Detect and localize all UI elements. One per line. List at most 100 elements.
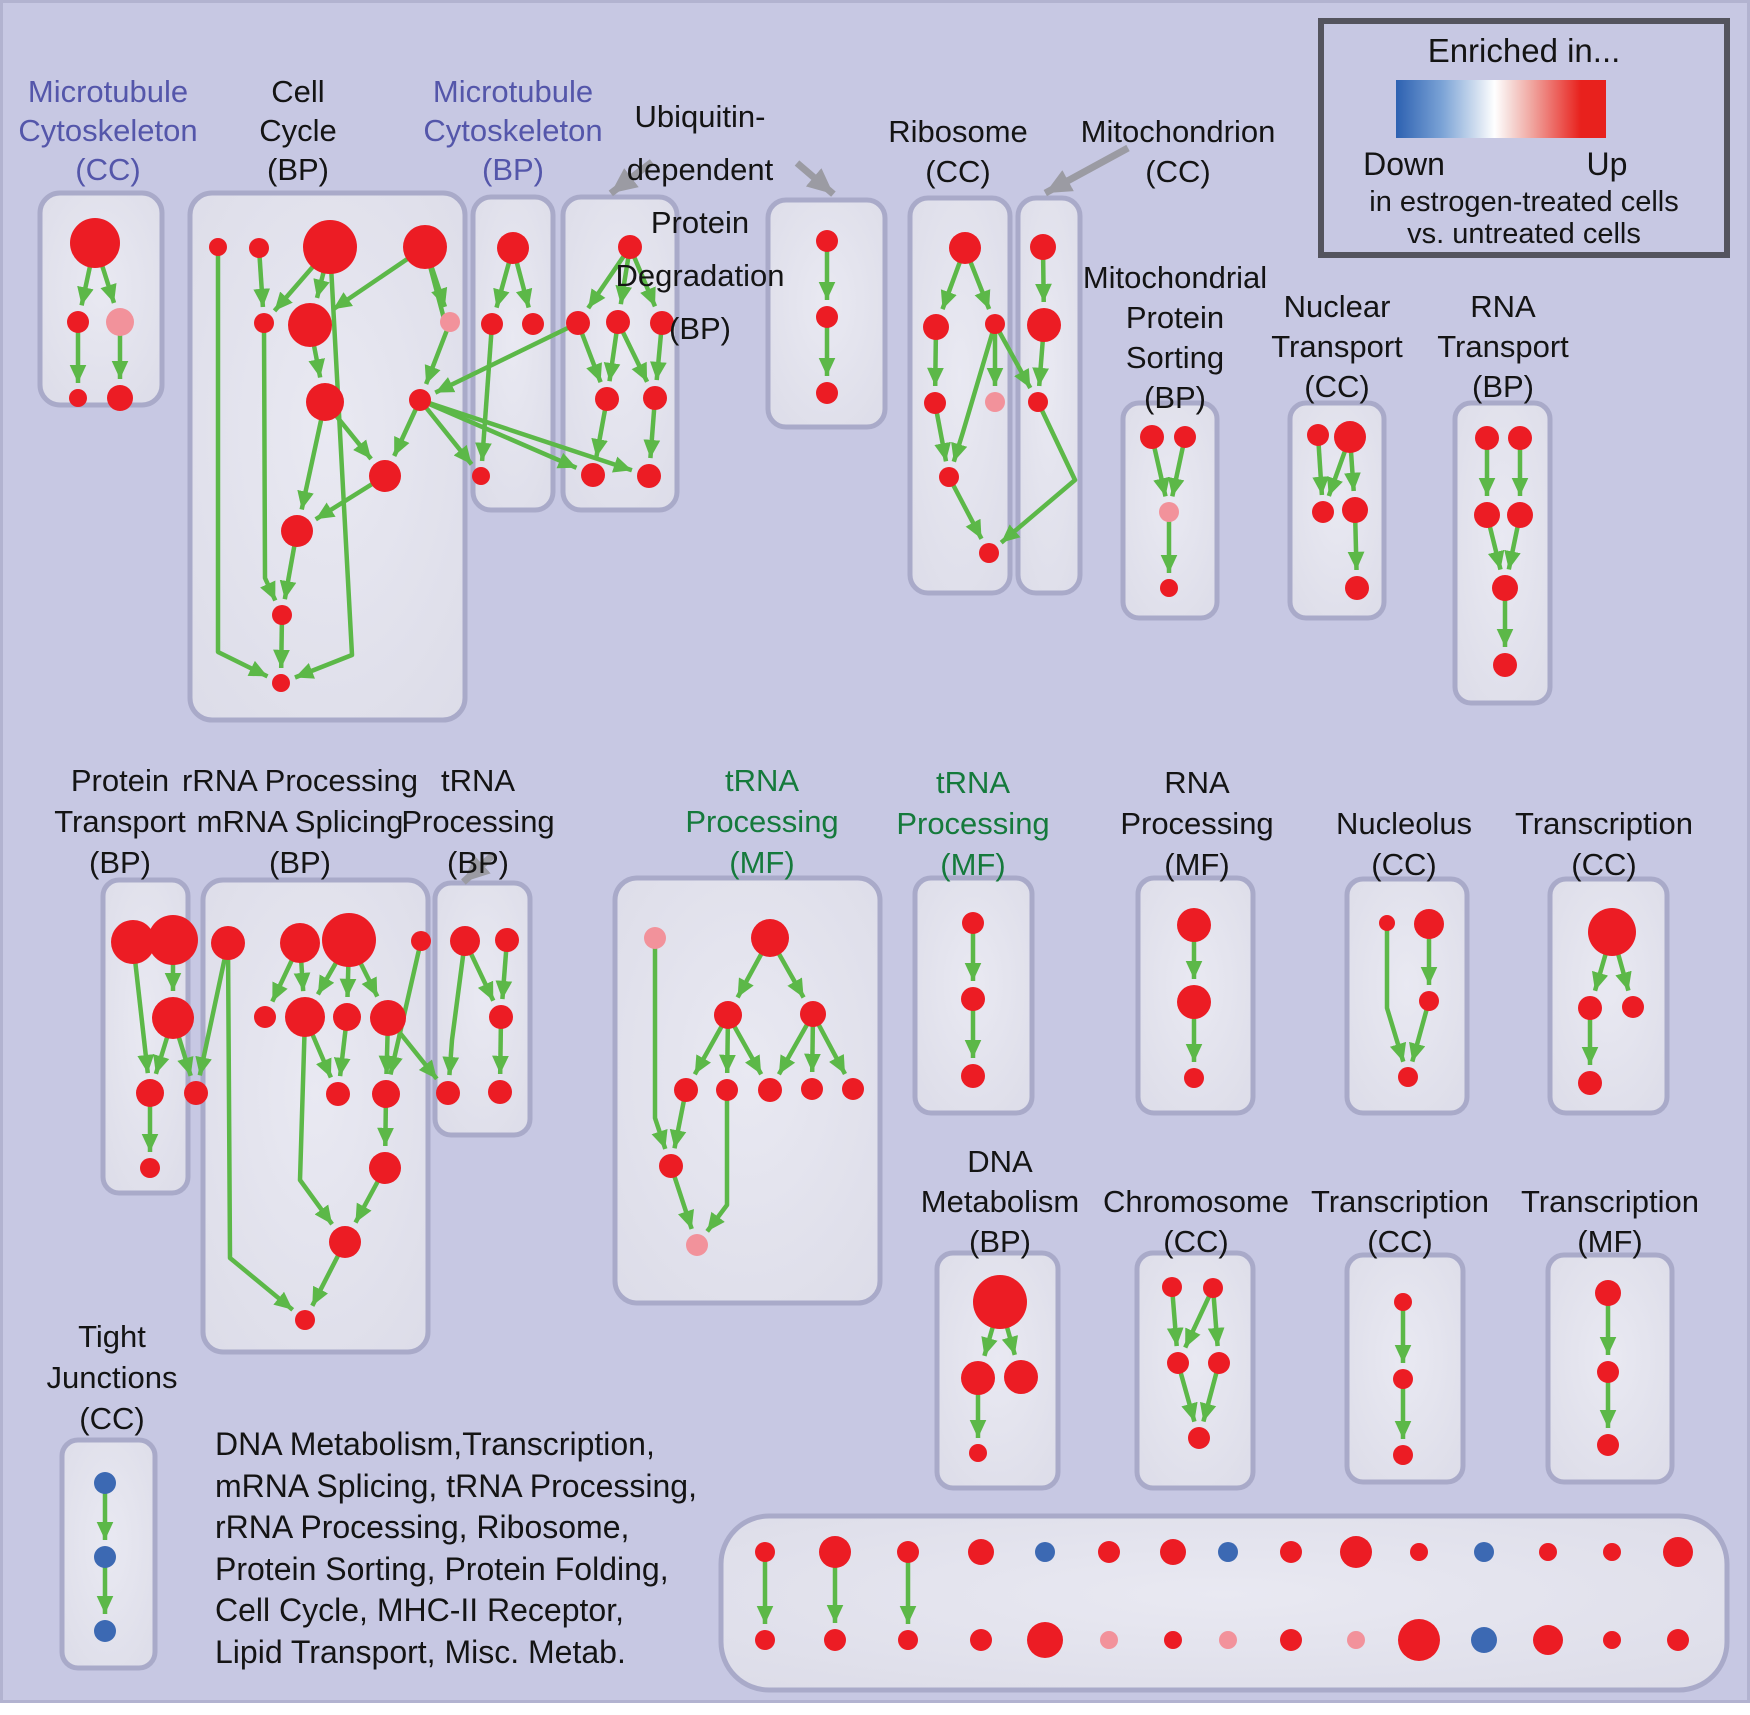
node-transcription-mf-1 — [1597, 1361, 1619, 1383]
node-mito-sorting-1 — [1174, 426, 1196, 448]
cluster-label-rna-transport: RNA Transport (BP) — [1437, 287, 1569, 407]
misc-annotation-text: DNA Metabolism,Transcription, mRNA Splic… — [215, 1424, 697, 1673]
legend-box: Enriched in... Down Up in estrogen-treat… — [1318, 18, 1730, 258]
misc-text-line: rRNA Processing, Ribosome, — [215, 1509, 630, 1545]
cluster-label-chromosome: Chromosome (CC) — [1103, 1182, 1289, 1262]
node-tight-junctions-0 — [94, 1472, 116, 1494]
node-microtubule-bp-1 — [481, 313, 503, 335]
node-trna-mf-big-1 — [751, 919, 789, 957]
edge-arrow — [260, 322, 278, 602]
node-ubiquitin-a-7 — [637, 464, 661, 488]
cluster-label-line: Protein — [650, 205, 750, 240]
cluster-label-line: (BP) — [269, 845, 331, 880]
node-mito-sorting-2 — [1159, 502, 1179, 522]
cluster-label-line: dependent — [626, 152, 774, 187]
node-misc-enriched-20 — [1100, 1631, 1118, 1649]
node-ubiquitin-b-0 — [816, 230, 838, 252]
node-misc-enriched-13 — [1603, 1543, 1621, 1561]
node-trna-mf-big-5 — [716, 1079, 738, 1101]
node-mitochondrion-cc-1 — [1027, 308, 1061, 342]
legend-up-label: Up — [1586, 146, 1628, 182]
edge-arrow — [794, 160, 836, 197]
node-trna-bp-0 — [450, 926, 480, 956]
cluster-label-line: Transport — [54, 804, 186, 839]
cluster-label-protein-transport: Protein Transport (BP) — [54, 760, 186, 883]
cluster-box-transcription-cc-mid — [1547, 876, 1670, 1116]
node-misc-enriched-27 — [1533, 1625, 1563, 1655]
cluster-label-transcription-mf: Transcription (MF) — [1521, 1182, 1699, 1262]
cluster-label-line: rRNA Processing — [181, 763, 419, 798]
node-mito-sorting-3 — [1160, 579, 1178, 597]
node-nucleolus-3 — [1398, 1067, 1418, 1087]
node-trna-bp-3 — [436, 1081, 460, 1105]
misc-text-line: Cell Cycle, MHC-II Receptor, — [215, 1592, 624, 1628]
node-trna-mf-big-10 — [686, 1234, 708, 1256]
node-rna-transport-1 — [1508, 426, 1532, 450]
legend-subtitle-line1: in estrogen-treated cells — [1369, 186, 1679, 218]
cluster-label-line: Protein — [70, 763, 170, 798]
node-protein-transport-1 — [148, 915, 198, 965]
edge-arrow — [999, 401, 1078, 545]
node-dna-metabolism-3 — [969, 1444, 987, 1462]
node-misc-enriched-7 — [1218, 1542, 1238, 1562]
cluster-label-line: (CC) — [1304, 369, 1370, 404]
node-misc-enriched-4 — [1035, 1542, 1055, 1562]
node-trna-mf-big-8 — [842, 1078, 864, 1100]
node-rna-processing-mf-1 — [1177, 985, 1211, 1019]
node-microtubule-bp-0 — [497, 232, 529, 264]
node-cell-cycle-12 — [272, 674, 290, 692]
node-cell-cycle-7 — [306, 383, 344, 421]
cluster-label-line: Transcription — [1310, 1184, 1490, 1219]
node-nucleolus-1 — [1414, 909, 1444, 939]
node-rrna-processing-11 — [329, 1226, 361, 1258]
node-misc-enriched-10 — [1410, 1543, 1428, 1561]
node-ubiquitin-a-2 — [606, 310, 630, 334]
cluster-label-line: (BP) — [669, 311, 731, 346]
node-microtubule-cc-4 — [107, 385, 133, 411]
node-ribosome-cc-1 — [923, 314, 949, 340]
edge-arrow — [419, 397, 578, 470]
edge-arrow — [294, 246, 355, 680]
cluster-label-line: Ribosome — [888, 114, 1028, 149]
legend-title: Enriched in... — [1427, 32, 1621, 69]
node-dna-metabolism-2 — [1004, 1360, 1038, 1394]
cluster-box-chromosome — [1134, 1250, 1256, 1491]
cluster-label-line: (BP) — [88, 845, 151, 880]
cluster-label-line: (MF) — [1164, 847, 1230, 882]
cluster-label-trna-mf-big: tRNA Processing (MF) — [685, 760, 838, 883]
node-rrna-processing-8 — [326, 1082, 350, 1106]
cluster-label-line: tRNA — [440, 763, 516, 798]
cluster-box-dna-metabolism — [934, 1250, 1061, 1491]
edge-arrow — [195, 942, 231, 1076]
node-rrna-processing-0 — [211, 926, 245, 960]
node-trna-mf-big-9 — [659, 1154, 683, 1178]
node-protein-transport-5 — [140, 1158, 160, 1178]
cluster-label-trna-bp: tRNA Processing (BP) — [401, 760, 554, 883]
node-cell-cycle-0 — [209, 238, 227, 256]
cluster-label-transcription-cc-mid: Transcription (CC) — [1515, 803, 1693, 885]
cluster-label-line: Transport — [1437, 329, 1569, 364]
node-misc-enriched-0 — [755, 1542, 775, 1562]
cluster-label-line: tRNA — [724, 763, 800, 798]
cluster-label-rrna-processing: rRNA Processing mRNA Splicing (BP) — [182, 760, 418, 883]
node-mitochondrion-cc-0 — [1030, 234, 1056, 260]
edge-arrow — [475, 323, 495, 462]
node-rrna-processing-3 — [411, 931, 431, 951]
edge-arrow — [1409, 1000, 1432, 1063]
node-trna-mf-big-7 — [801, 1078, 823, 1100]
node-trna-mf-big-4 — [674, 1078, 698, 1102]
cluster-label-line: Transport — [1271, 329, 1403, 364]
cluster-label-line: Cell — [271, 74, 325, 109]
node-misc-enriched-2 — [897, 1541, 919, 1563]
cluster-label-line: Mitochondrial — [1082, 260, 1268, 295]
cluster-label-line: (BP) — [446, 845, 509, 880]
node-misc-enriched-12 — [1539, 1543, 1557, 1561]
node-misc-enriched-6 — [1160, 1539, 1186, 1565]
node-chromosome-2 — [1167, 1352, 1189, 1374]
cluster-label-line: Degradation — [615, 258, 785, 293]
node-nuclear-transport-4 — [1345, 576, 1369, 600]
node-trna-mf-small-0 — [962, 912, 984, 934]
cluster-label-line: (CC) — [925, 154, 991, 189]
node-rna-processing-mf-0 — [1177, 908, 1211, 942]
node-chromosome-0 — [1162, 1277, 1182, 1297]
